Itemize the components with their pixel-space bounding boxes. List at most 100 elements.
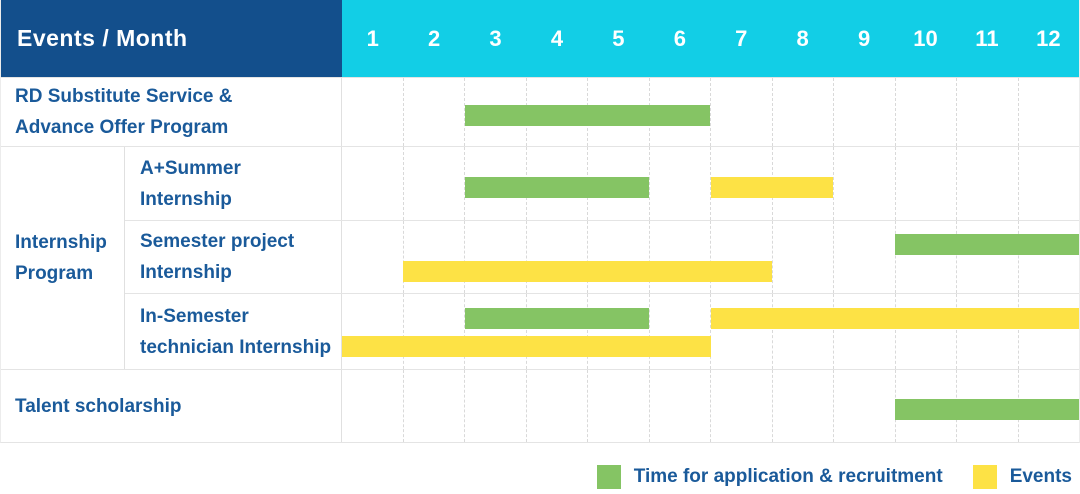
month-header-cell: 5: [612, 25, 625, 51]
month-grid: [342, 294, 1079, 369]
legend-label: Time for application & recruitment: [633, 466, 943, 487]
month-column: [402, 294, 465, 369]
month-header-cell: 7: [735, 25, 748, 51]
gantt-bar-green: [464, 176, 650, 198]
event-label: RD Substitute Service & Advance Offer Pr…: [1, 78, 342, 146]
month-grid: [342, 370, 1079, 442]
month-column: [402, 221, 465, 293]
gantt-bar-yellow: [710, 307, 1079, 329]
month-column: [402, 78, 465, 146]
legend-item: Time for application & recruitment: [596, 465, 943, 489]
event-row: Semester project Internship: [125, 220, 1079, 293]
events-month-header: Events / Month: [1, 0, 342, 77]
month-column: [648, 221, 711, 293]
month-header-cell: 12: [1036, 25, 1061, 51]
event-label: Semester project Internship: [125, 221, 342, 293]
gantt-bar-green: [894, 399, 1079, 421]
month-column: [464, 221, 526, 293]
gantt-bar-yellow: [403, 260, 772, 282]
month-column: [833, 147, 895, 220]
month-header-cell: 4: [550, 25, 564, 51]
legend-swatch-yellow: [972, 465, 997, 489]
month-column: [771, 78, 834, 146]
month-header-cell: 1: [366, 25, 379, 51]
legend-label: Events: [1009, 466, 1072, 487]
event-row: Talent scholarship: [1, 369, 1079, 442]
month-column: [771, 294, 834, 369]
event-row: A+Summer Internship: [125, 147, 1079, 220]
month-column: [710, 294, 772, 369]
month-column: [956, 294, 1018, 369]
month-column: [956, 147, 1018, 220]
month-column: [648, 147, 711, 220]
month-column: [771, 221, 834, 293]
month-column: [402, 147, 465, 220]
month-column: [587, 221, 649, 293]
table-header-row: Events / Month 1 2 3 4 5 6 7 8 9 10 11 12: [1, 0, 1079, 77]
legend: Time for application & recruitment Events: [0, 465, 1080, 489]
gantt-bar-green: [464, 104, 711, 126]
row-group: Internship Program A+Summer Internship Sem…: [1, 146, 1079, 369]
group-label: Internship Program: [1, 147, 125, 369]
gantt-bar-yellow: [342, 336, 711, 357]
event-label: A+Summer Internship: [125, 147, 342, 220]
month-column: [1017, 147, 1080, 220]
month-column: [464, 294, 526, 369]
month-header-cell: 8: [796, 25, 809, 51]
event-label: Talent scholarship: [1, 370, 342, 442]
month-column: [342, 370, 403, 442]
gantt-bar-green: [894, 233, 1079, 255]
month-header-cell: 6: [673, 25, 686, 51]
month-column: [710, 221, 772, 293]
group-rows: A+Summer Internship Semester project Inte…: [125, 147, 1079, 369]
month-column: [833, 370, 895, 442]
table-body: RD Substitute Service & Advance Offer Pr…: [1, 77, 1079, 442]
event-row: In-Semester technician Internship: [125, 293, 1079, 369]
month-column: [525, 221, 588, 293]
month-header-cell: 9: [857, 25, 871, 51]
month-header-strip: 1 2 3 4 5 6 7 8 9 10 11 12: [342, 0, 1079, 77]
month-column: [710, 78, 772, 146]
gantt-table: Events / Month 1 2 3 4 5 6 7 8 9 10 11 12 RD Substi…: [0, 0, 1080, 443]
month-column: [648, 294, 711, 369]
month-grid: [342, 221, 1079, 293]
month-column: [525, 370, 588, 442]
month-column: [894, 221, 957, 293]
legend-item: Events: [972, 465, 1072, 489]
event-label: In-Semester technician Internship: [125, 294, 342, 369]
month-column: [710, 370, 772, 442]
month-column: [587, 370, 649, 442]
month-column: [1017, 78, 1080, 146]
month-column: [710, 147, 772, 220]
gantt-bar-green: [464, 307, 650, 329]
month-column: [648, 370, 711, 442]
month-column: [1017, 221, 1080, 293]
month-column: [894, 78, 957, 146]
gantt-bar-yellow: [710, 176, 834, 198]
month-grid: [342, 147, 1079, 220]
month-column: [956, 221, 1018, 293]
month-header-cell: 11: [975, 25, 999, 51]
month-header-cell: 10: [913, 25, 938, 51]
month-column: [464, 147, 526, 220]
month-column: [956, 78, 1018, 146]
month-column: [342, 78, 403, 146]
month-column: [525, 294, 588, 369]
month-column: [894, 294, 957, 369]
month-column: [1017, 294, 1080, 369]
month-column: [342, 294, 403, 369]
month-column: [402, 370, 465, 442]
month-column: [342, 221, 403, 293]
month-column: [894, 147, 957, 220]
month-column: [587, 294, 649, 369]
month-column: [833, 294, 895, 369]
month-column: [771, 370, 834, 442]
month-column: [464, 78, 526, 146]
legend-swatch-green: [596, 465, 621, 489]
month-header-cell: 2: [428, 25, 441, 51]
month-column: [833, 221, 895, 293]
month-grid: [342, 78, 1079, 146]
month-header-cell: 3: [489, 25, 502, 51]
event-row: RD Substitute Service & Advance Offer Pr…: [1, 77, 1079, 146]
month-column: [833, 78, 895, 146]
